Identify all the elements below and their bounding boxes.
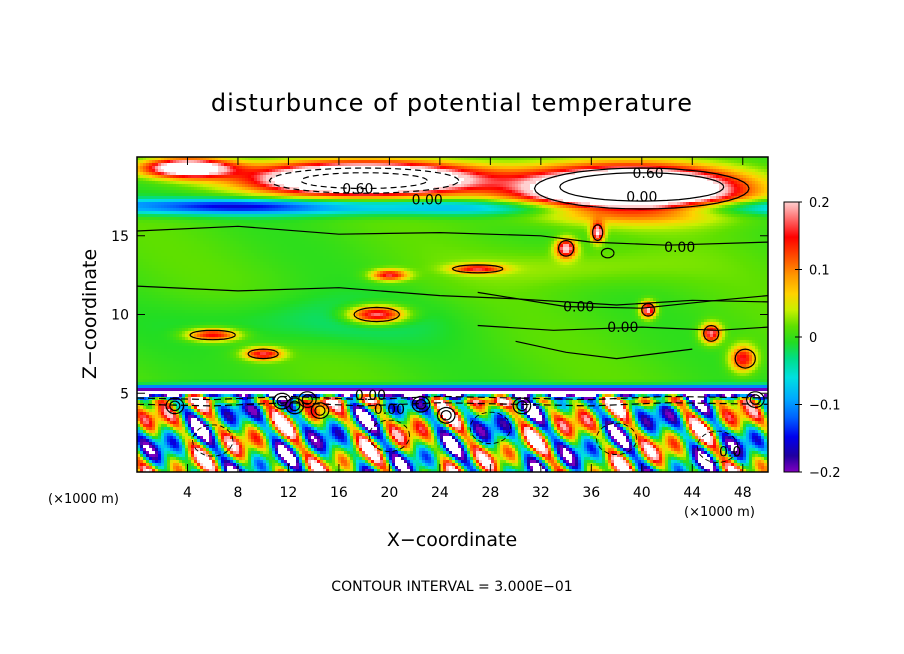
x-tick-label: 8 — [233, 485, 242, 501]
contour-line — [533, 167, 750, 210]
x-tick-label: 48 — [734, 485, 752, 501]
contour-line — [137, 285, 768, 306]
contour-line — [641, 302, 655, 317]
contour-line — [600, 247, 615, 259]
contour-label: 0.00 — [626, 189, 657, 205]
x-origin-unit: (×1000 m) — [48, 492, 119, 507]
contour-line — [137, 402, 768, 407]
x-tick-label: 24 — [431, 485, 449, 501]
contour-line — [702, 324, 720, 342]
colorbar-tick-label: 0.1 — [809, 264, 830, 279]
contour-line — [301, 394, 313, 405]
y-axis-label: Z−coordinate — [79, 249, 101, 379]
contour-line — [559, 172, 725, 202]
contour-line — [192, 424, 234, 457]
contour-line — [353, 306, 401, 323]
contour-line — [451, 264, 504, 274]
contour-line — [436, 406, 456, 424]
contour-label: 0.00 — [374, 402, 405, 418]
contour-line — [310, 402, 330, 419]
contour-label: 0.00 — [664, 240, 695, 256]
x-axis-unit: (×1000 m) — [684, 505, 755, 520]
contour-line — [734, 348, 756, 369]
contour-line — [137, 225, 768, 246]
contour-line — [515, 340, 693, 360]
colorbar-tick-label: 0 — [809, 331, 817, 346]
contour-line — [745, 391, 765, 408]
contour-line — [169, 400, 181, 412]
contour-label: 0.0 — [719, 445, 741, 461]
x-tick-label: 12 — [280, 485, 298, 501]
contour-label: 0.00 — [607, 320, 638, 336]
contour-labels: 0.600.600.00 0.000.000.000.000.000.000.0 — [342, 166, 741, 461]
contour-line — [415, 399, 427, 410]
y-tick-label: 15 — [111, 229, 129, 245]
contour-line — [595, 422, 638, 455]
contour-line — [440, 410, 452, 421]
contour-line — [411, 395, 431, 413]
contour-label: 0.00 — [355, 388, 386, 404]
contour-line — [268, 167, 460, 194]
y-tick-label: 10 — [111, 308, 129, 324]
colorbar-tick-label: −0.2 — [809, 466, 841, 481]
potential-temperature-field — [137, 157, 768, 472]
contour-label: 0.60 — [633, 166, 664, 182]
x-tick-label: 36 — [582, 485, 600, 501]
y-axis-ticks: 5 10 15 — [111, 229, 768, 402]
chart-title: disturbunce of potential temperature — [211, 89, 693, 117]
contour-line — [749, 394, 761, 405]
x-tick-label: 40 — [633, 485, 651, 501]
colorbar-tick-label: 0.2 — [809, 196, 830, 211]
contour-lines — [137, 167, 768, 463]
contour-line — [276, 395, 288, 407]
contour-line — [297, 391, 317, 408]
contour-line — [557, 239, 575, 257]
x-tick-label: 32 — [532, 485, 550, 501]
contour-line — [368, 419, 411, 452]
contour-interval-note: CONTOUR INTERVAL = 3.000E−01 — [331, 579, 572, 595]
contour-label: 0.00 — [563, 300, 594, 316]
y-tick-label: 5 — [120, 386, 129, 402]
x-tick-label: 28 — [481, 485, 499, 501]
contour-line — [300, 172, 428, 190]
contour-line — [696, 430, 739, 463]
x-tick-label: 44 — [683, 485, 701, 501]
contour-label: 0.60 — [342, 182, 373, 198]
contour-line — [469, 411, 512, 444]
x-axis-ticks: 4 8 12 16 20 24 28 32 36 40 44 48 — [183, 157, 752, 501]
colorbar-tick-label: −0.1 — [809, 399, 841, 414]
x-tick-label: 20 — [380, 485, 398, 501]
contour-line — [165, 397, 185, 415]
contour-line — [247, 348, 279, 360]
contour-line — [516, 400, 528, 412]
x-axis-label: X−coordinate — [387, 529, 517, 551]
contour-line — [289, 400, 301, 412]
contour-line — [512, 397, 532, 415]
colorbar-ticks: 0.2 0.1 0 −0.1 −0.2 — [795, 196, 841, 481]
contour-line — [314, 405, 326, 416]
contour-line — [189, 329, 236, 341]
contour-line — [477, 324, 768, 331]
x-tick-label: 16 — [330, 485, 348, 501]
x-tick-label: 4 — [183, 485, 192, 501]
contour-line — [137, 395, 768, 401]
contour-label: 0.00 — [412, 193, 443, 209]
contour-line — [591, 224, 604, 242]
